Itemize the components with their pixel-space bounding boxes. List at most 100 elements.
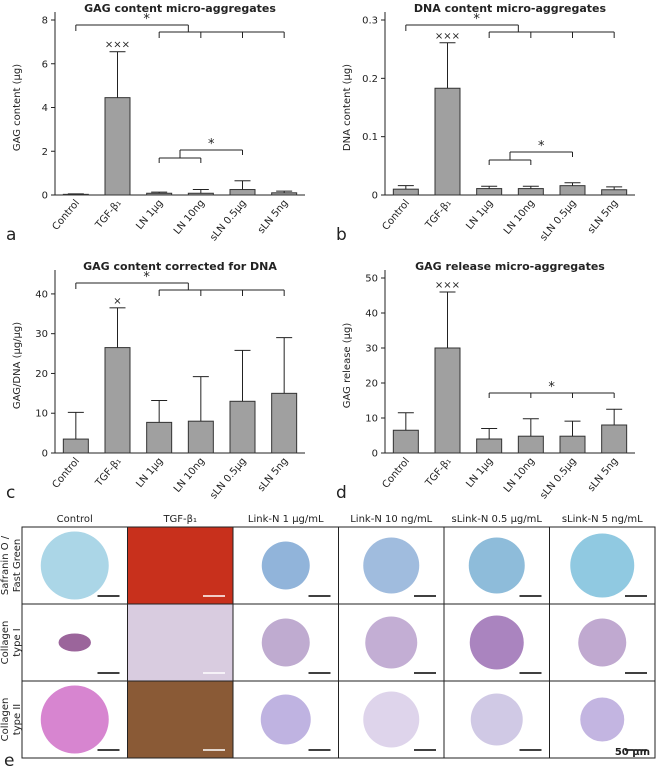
bar: [187, 192, 214, 196]
column-header: Link-N 10 ng/mL: [350, 514, 432, 525]
x-tick-label: TGF-β₁: [423, 456, 454, 490]
bar: [62, 438, 89, 454]
chart-title: GAG release micro-aggregates: [415, 260, 605, 273]
x-tick-label: Control: [50, 456, 82, 491]
bar: [601, 189, 628, 196]
row-label: Collagentype I: [0, 621, 23, 665]
x-tick-label: LN 1µg: [464, 456, 495, 490]
x-tick-label: LN 1µg: [464, 198, 495, 232]
y-axis-label: GAG/DNA (µg/µg): [12, 322, 23, 409]
bar: [187, 420, 214, 454]
x-tick-label: sLN 5ng: [256, 198, 290, 236]
x-tick-label: sLN 0.5µg: [538, 198, 579, 243]
row-label: Safranin O /Fast Green: [0, 535, 23, 595]
x-tick-label: TGF-β₁: [423, 198, 454, 232]
panel-label: e: [4, 751, 14, 768]
y-axis-label: DNA content (µg): [342, 64, 353, 151]
bar: [146, 421, 173, 454]
aggregate: [469, 615, 524, 670]
x-tick-label: Control: [380, 198, 412, 233]
aggregate: [40, 531, 109, 600]
aggregate: [468, 537, 525, 594]
significance-cross: ×: [113, 296, 121, 307]
x-tick-label: TGF-β₁: [93, 198, 124, 232]
x-tick-label: LN 10ng: [502, 198, 537, 237]
y-tick-label: 40: [365, 309, 378, 320]
y-tick-label: 0: [42, 449, 48, 460]
row-label-line: Safranin O /: [0, 535, 11, 595]
x-tick-label: LN 10ng: [172, 198, 207, 237]
aggregate: [261, 541, 310, 590]
x-tick-label: sLN 5ng: [586, 456, 620, 494]
significance-star: *: [473, 12, 480, 27]
bar: [62, 193, 89, 196]
x-tick-label: TGF-β₁: [93, 456, 124, 490]
aggregate: [570, 533, 635, 598]
y-tick-label: 6: [42, 59, 48, 70]
y-tick-label: 20: [365, 379, 378, 390]
bar: [229, 189, 256, 196]
bar: [476, 438, 503, 454]
x-tick-label: LN 1µg: [134, 456, 165, 490]
column-header: sLink-N 5 ng/mL: [562, 514, 643, 525]
panel-label: c: [6, 483, 15, 503]
row-label-line: type II: [12, 704, 23, 735]
bar: [476, 188, 503, 196]
y-tick-label: 0.3: [362, 16, 378, 27]
aggregate: [260, 694, 311, 745]
x-tick-label: LN 1µg: [134, 198, 165, 232]
bar: [392, 188, 419, 196]
aggregate: [578, 618, 627, 667]
aggregate: [261, 618, 310, 667]
y-tick-label: 2: [42, 147, 48, 158]
y-tick-label: 0: [372, 191, 378, 202]
bar: [434, 87, 461, 196]
bar: [104, 97, 131, 196]
significance-star: *: [143, 12, 150, 27]
aggregate: [365, 616, 418, 669]
row-label-line: Collagen: [0, 698, 11, 742]
bar: [601, 424, 628, 454]
micrograph: [127, 526, 234, 605]
bar: [271, 192, 298, 196]
y-tick-label: 30: [365, 344, 378, 355]
bar: [271, 392, 298, 454]
y-tick-label: 0.1: [362, 132, 378, 143]
panel-label: b: [336, 225, 347, 245]
row-label-line: Fast Green: [12, 539, 23, 593]
aggregate: [363, 691, 420, 748]
significance-star: *: [538, 139, 545, 154]
aggregate: [580, 697, 625, 742]
significance-cross: ×××: [105, 40, 130, 51]
row-label-line: type I: [12, 628, 23, 656]
significance-star: *: [548, 380, 555, 395]
x-tick-label: sLN 0.5µg: [538, 456, 579, 501]
x-tick-label: Control: [380, 456, 412, 491]
y-axis-label: GAG release (µg): [342, 323, 353, 409]
bar: [392, 429, 419, 454]
x-tick-label: sLN 5ng: [256, 456, 290, 494]
x-tick-label: LN 10ng: [502, 456, 537, 495]
micrograph: [127, 680, 234, 759]
bar: [146, 192, 173, 196]
column-header: TGF-β₁: [162, 514, 197, 525]
chart-title: DNA content micro-aggregates: [414, 2, 607, 15]
aggregate: [40, 685, 109, 754]
bar: [434, 347, 461, 454]
significance-star: *: [208, 137, 215, 152]
significance-cross: ×××: [435, 31, 460, 42]
significance-cross: ×××: [435, 280, 460, 291]
significance-star: *: [143, 270, 150, 285]
y-tick-label: 10: [35, 409, 48, 420]
y-tick-label: 0: [372, 449, 378, 460]
bar: [517, 188, 544, 196]
y-tick-label: 30: [35, 329, 48, 340]
column-header: Control: [57, 514, 93, 525]
x-tick-label: Control: [50, 198, 82, 233]
bar: [104, 347, 131, 454]
row-label-line: Collagen: [0, 621, 11, 665]
aggregate: [363, 537, 420, 594]
y-axis-label: GAG content (µg): [12, 64, 23, 151]
y-tick-label: 50: [365, 274, 378, 285]
